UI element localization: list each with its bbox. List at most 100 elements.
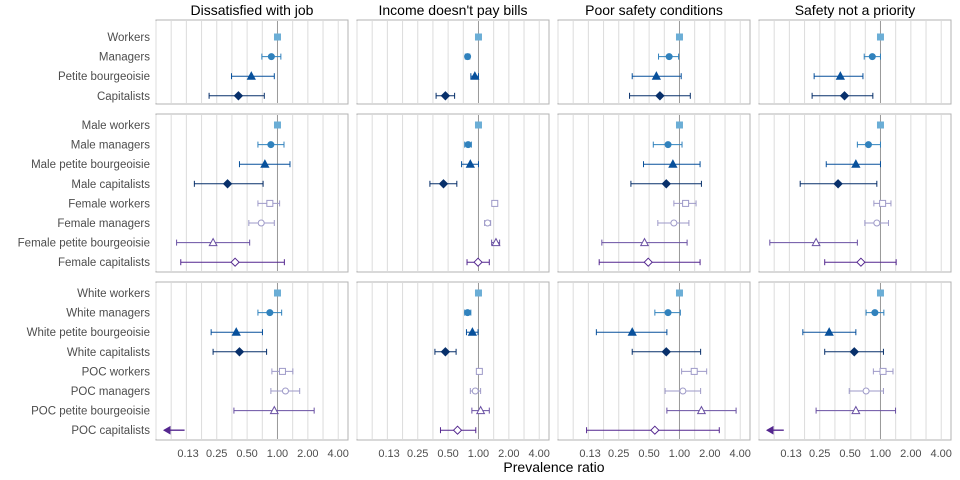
x-tick-label: 4.00 [529, 448, 550, 460]
data-point-triangle [627, 327, 637, 336]
panel-frame [356, 281, 550, 441]
data-point-square [278, 367, 286, 375]
row-label: White workers [77, 288, 150, 300]
data-point-diamond [438, 179, 449, 189]
facet-title: Poor safety conditions [585, 2, 723, 18]
row-label: Male petite bourgeoisie [31, 159, 150, 171]
data-point-diamond [661, 179, 671, 189]
data-point-square [675, 121, 683, 129]
data-point-square [879, 199, 887, 207]
data-point-diamond [440, 347, 451, 357]
row-label: Male capitalists [71, 179, 150, 191]
data-point-triangle [465, 159, 475, 168]
data-point-circle [267, 141, 275, 149]
row-label: Male managers [71, 140, 151, 152]
data-point-circle [266, 309, 274, 317]
data-point-square [273, 121, 281, 129]
data-point-square [682, 199, 690, 207]
x-axis-title: Prevalence ratio [503, 459, 604, 475]
data-point-circle [471, 387, 479, 395]
x-tick-label: 0.50 [839, 448, 860, 460]
data-point-square [475, 367, 483, 375]
data-point-square [879, 367, 887, 375]
x-tick-label: 4.00 [328, 448, 349, 460]
data-point-diamond [230, 257, 240, 267]
data-point-triangle [475, 405, 486, 415]
row-label: White petite bourgeoisie [27, 327, 150, 339]
data-point-square [474, 121, 482, 129]
data-point-diamond [655, 91, 665, 101]
x-tick-label: 0.25 [206, 448, 227, 460]
data-point-circle [862, 387, 870, 395]
row-label: Petite bourgeoisie [58, 71, 150, 83]
x-tick-label: 4.00 [931, 448, 952, 460]
row-label: Managers [99, 52, 150, 64]
panel-frame [155, 281, 349, 441]
data-point-diamond [452, 425, 463, 435]
row-label: Female managers [57, 218, 150, 230]
data-point-diamond [222, 179, 233, 189]
data-point-triangle [639, 237, 650, 247]
x-tick-label: 0.25 [407, 448, 428, 460]
data-point-circle [464, 309, 472, 317]
data-point-triangle [231, 327, 241, 336]
data-point-square [266, 199, 274, 207]
x-tick-label: 2.00 [900, 448, 921, 460]
facet-title: Income doesn't pay bills [379, 2, 528, 18]
data-point-square [273, 33, 281, 41]
x-tick-label: 0.13 [177, 448, 198, 460]
x-tick-label: 1.00 [870, 448, 891, 460]
data-point-diamond [849, 347, 859, 357]
x-tick-label: 0.13 [378, 448, 399, 460]
panel-frame [155, 113, 349, 273]
data-point-triangle [696, 405, 707, 415]
data-point-diamond [833, 179, 843, 189]
x-tick-label: 0.25 [608, 448, 629, 460]
panel-frame [758, 113, 952, 273]
panel-frame [557, 113, 751, 273]
data-point-triangle [851, 159, 861, 168]
data-point-triangle [470, 71, 480, 80]
data-point-square [675, 289, 683, 297]
panel-frame [557, 281, 751, 441]
x-tick-label: 1.00 [669, 448, 690, 460]
panel-frame [557, 19, 751, 105]
data-point-square [491, 199, 499, 207]
x-tick-label: 0.50 [437, 448, 458, 460]
data-point-triangle [269, 405, 279, 415]
data-point-square [876, 33, 884, 41]
x-tick-label: 2.00 [699, 448, 720, 460]
data-point-triangle [824, 327, 834, 336]
data-point-circle [484, 219, 492, 227]
data-point-square [876, 289, 884, 297]
row-label: POC capitalists [71, 425, 150, 437]
data-point-circle [664, 309, 672, 317]
x-tick-label: 1.00 [267, 448, 288, 460]
data-point-diamond [234, 347, 245, 357]
row-label: POC managers [71, 386, 151, 398]
data-point-circle [267, 53, 275, 61]
data-point-diamond [661, 347, 671, 357]
data-point-circle [871, 309, 879, 317]
data-point-triangle [835, 71, 845, 80]
panel-frame [758, 19, 952, 105]
data-point-circle [281, 387, 289, 395]
data-point-square [675, 33, 683, 41]
data-point-triangle [260, 159, 270, 168]
panel-frame [155, 19, 349, 105]
row-label: POC workers [82, 366, 151, 378]
x-tick-label: 0.25 [809, 448, 830, 460]
data-point-triangle [467, 327, 478, 336]
x-tick-label: 0.13 [780, 448, 801, 460]
data-point-triangle [811, 237, 821, 247]
row-label: Female petite bourgeoisie [18, 238, 150, 250]
data-point-circle [873, 219, 881, 227]
data-point-triangle [491, 237, 501, 247]
x-tick-label: 0.13 [579, 448, 600, 460]
ci-arrow-head [163, 425, 171, 435]
data-point-triangle [208, 237, 218, 247]
data-point-diamond [233, 91, 244, 101]
data-point-triangle [668, 159, 678, 168]
data-point-circle [670, 219, 678, 227]
